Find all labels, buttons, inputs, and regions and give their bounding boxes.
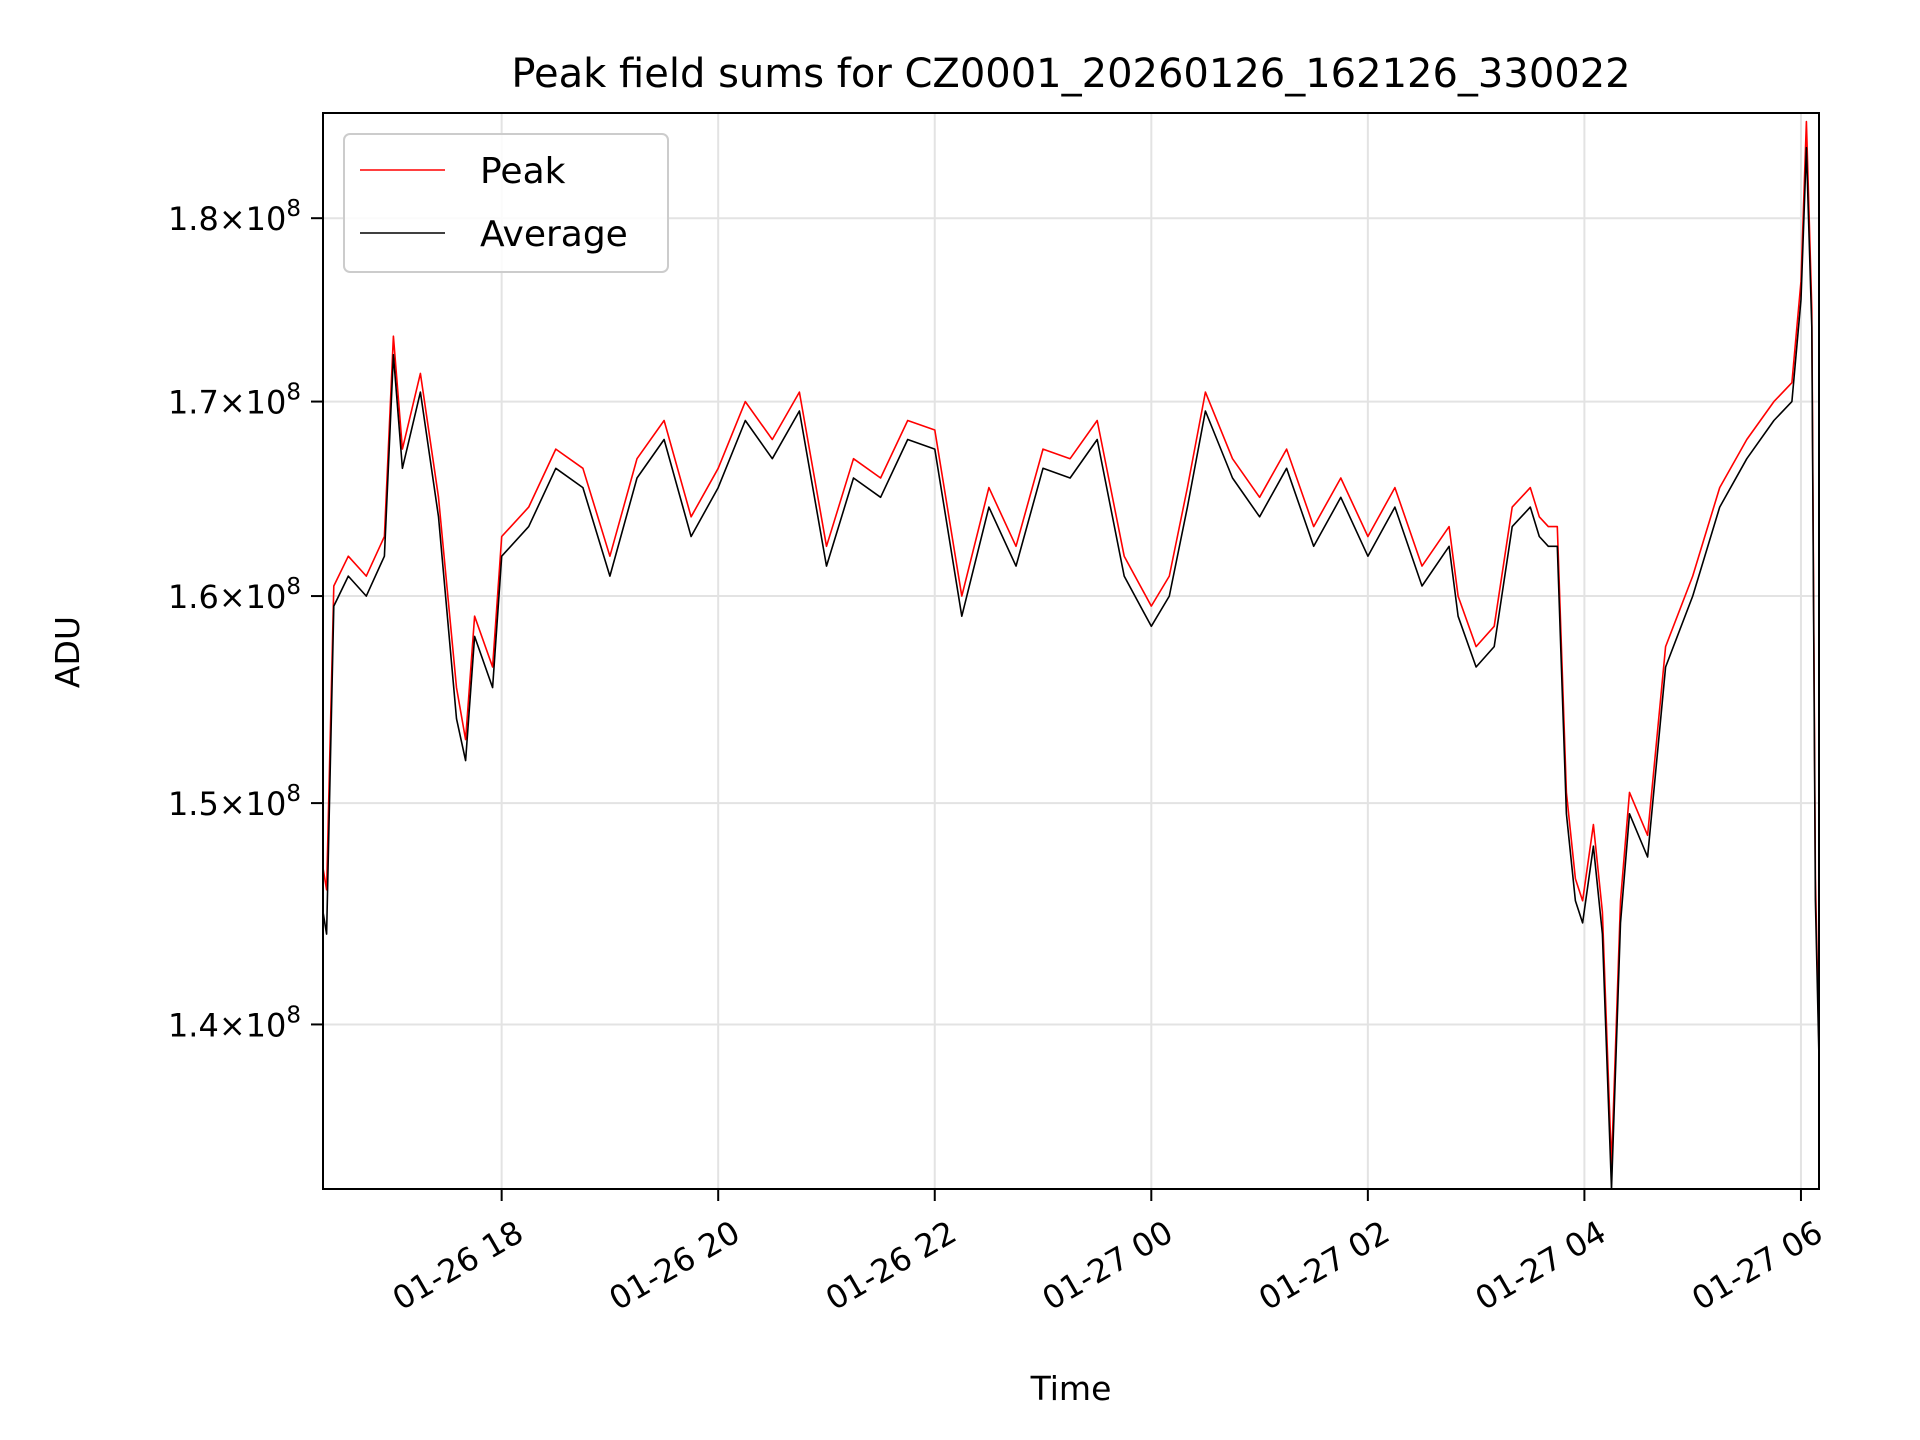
legend-label-peak: Peak [480,151,566,192]
series-line-peak [322,120,1820,1166]
y-tick-label: 1.7×108 [168,380,301,422]
legend-label-average: Average [480,214,628,255]
y-tick-label: 1.6×108 [168,574,301,616]
x-axis-label: Time [1030,1369,1112,1408]
grid-lines [323,113,1819,1189]
y-axis-ticks: 1.4×108 1.5×108 1.6×108 1.7×108 1.8×108 [168,196,323,1044]
y-axis-label: ADU [48,616,87,688]
legend: Peak Average [343,133,669,273]
plot-area-frame [322,112,1820,1190]
data-lines [322,120,1820,1190]
y-tick-label: 1.4×108 [168,1002,301,1044]
legend-box [343,133,669,273]
chart-title: Peak field sums for CZ0001_20260126_1621… [511,51,1630,97]
y-tick-label: 1.8×108 [168,196,301,238]
series-line-average [322,146,1820,1190]
y-tick-label: 1.5×108 [168,781,301,823]
